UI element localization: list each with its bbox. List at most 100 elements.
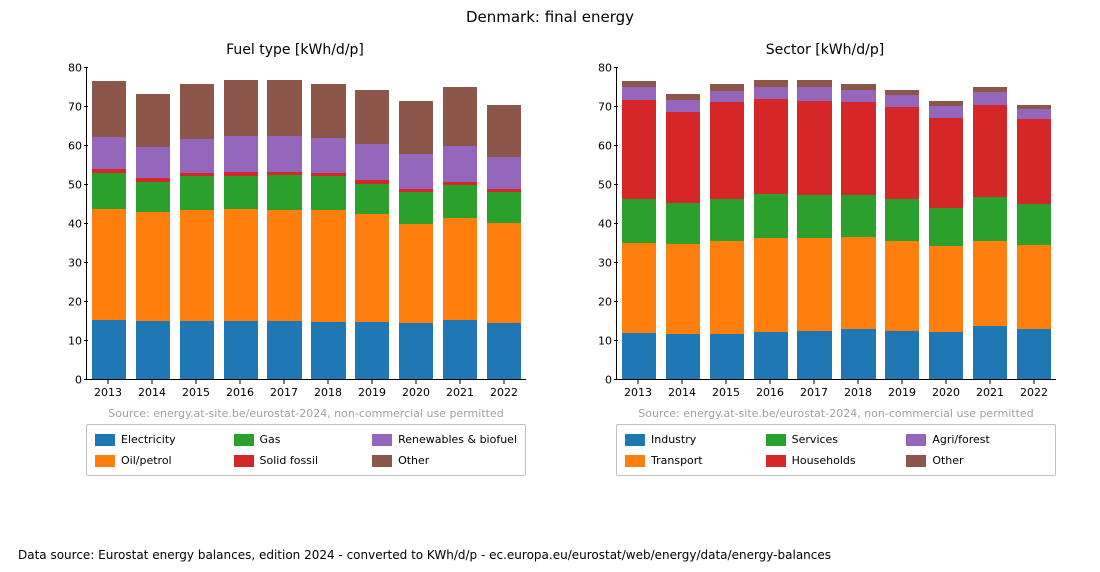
bar-column	[136, 68, 170, 379]
bar-segment	[267, 210, 301, 322]
x-tick-mark	[1034, 380, 1035, 384]
legend-swatch	[234, 434, 254, 446]
bar-segment	[622, 333, 656, 379]
y-tick-label: 80	[68, 62, 82, 75]
bar-segment	[754, 194, 788, 238]
bar-column	[929, 68, 963, 379]
x-tick-label: 2018	[844, 386, 872, 399]
bar-segment	[180, 84, 214, 138]
legend-item: Gas	[234, 433, 373, 446]
x-tick-label: 2022	[490, 386, 518, 399]
bar-segment	[885, 241, 919, 331]
bar-segment	[180, 210, 214, 321]
bar-segment	[754, 99, 788, 194]
bar-segment	[267, 172, 301, 175]
bar-segment	[885, 199, 919, 241]
bar-segment	[841, 90, 875, 102]
x-tick-mark	[726, 380, 727, 384]
legend-swatch	[234, 455, 254, 467]
legend-item: Renewables & biofuel	[372, 433, 517, 446]
x-tick-mark	[504, 380, 505, 384]
bar-column	[180, 68, 214, 379]
bar-segment	[885, 95, 919, 107]
bar-column	[622, 68, 656, 379]
bar-segment	[797, 101, 831, 195]
bar-segment	[622, 87, 656, 99]
x-tick-label: 2016	[226, 386, 254, 399]
x-tick-label: 2016	[756, 386, 784, 399]
x-tick-label: 2020	[402, 386, 430, 399]
y-tick-label: 10	[598, 335, 612, 348]
bar-segment	[666, 334, 700, 379]
legend-item: Other	[372, 454, 517, 467]
bar-segment	[622, 100, 656, 199]
x-tick-mark	[990, 380, 991, 384]
bar-segment	[841, 237, 875, 330]
panel-1: Sector [kWh/d/p]010203040506070802013201…	[590, 46, 1060, 476]
legend-label: Transport	[651, 454, 703, 467]
bar-segment	[1017, 204, 1051, 244]
bar-segment	[973, 105, 1007, 197]
bar-segment	[399, 101, 433, 153]
x-tick-mark	[196, 380, 197, 384]
bar-segment	[754, 80, 788, 86]
bar-segment	[710, 91, 744, 103]
bar-segment	[885, 107, 919, 199]
y-axis: 01020304050607080	[60, 68, 84, 380]
x-axis: 2013201420152016201720182019202020212022	[86, 382, 526, 400]
bars	[617, 68, 1056, 379]
bar-segment	[399, 189, 433, 193]
bar-segment	[710, 84, 744, 90]
bar-segment	[224, 136, 258, 172]
bar-segment	[973, 197, 1007, 241]
bar-segment	[311, 176, 345, 210]
x-tick-mark	[108, 380, 109, 384]
bar-segment	[797, 195, 831, 238]
bar-segment	[355, 180, 389, 184]
bar-segment	[92, 137, 126, 169]
bar-segment	[710, 199, 744, 241]
bar-segment	[622, 81, 656, 87]
x-tick-label: 2017	[800, 386, 828, 399]
bar-segment	[399, 154, 433, 189]
bar-segment	[267, 136, 301, 171]
bar-segment	[666, 94, 700, 100]
bar-segment	[311, 173, 345, 176]
bar-segment	[1017, 245, 1051, 330]
legend-swatch	[95, 455, 115, 467]
bar-column	[666, 68, 700, 379]
bar-column	[92, 68, 126, 379]
legend-item: Industry	[625, 433, 766, 446]
bar-segment	[841, 84, 875, 90]
bar-segment	[973, 241, 1007, 326]
bar-segment	[973, 92, 1007, 105]
bar-segment	[754, 238, 788, 332]
bar-column	[399, 68, 433, 379]
x-tick-mark	[858, 380, 859, 384]
bar-segment	[754, 332, 788, 379]
bar-segment	[487, 223, 521, 323]
bar-column	[355, 68, 389, 379]
bar-segment	[92, 169, 126, 173]
legend-label: Industry	[651, 433, 696, 446]
y-tick-label: 0	[605, 374, 612, 387]
legend-item: Oil/petrol	[95, 454, 234, 467]
bar-segment	[224, 209, 258, 321]
y-tick-label: 20	[598, 296, 612, 309]
bar-segment	[355, 322, 389, 379]
bar-segment	[929, 246, 963, 332]
bar-segment	[136, 147, 170, 178]
bar-column	[267, 68, 301, 379]
y-tick-label: 10	[68, 335, 82, 348]
bar-segment	[973, 87, 1007, 92]
y-tick-label: 60	[598, 140, 612, 153]
x-tick-mark	[946, 380, 947, 384]
panels-row: Fuel type [kWh/d/p]010203040506070802013…	[60, 46, 1060, 476]
y-tick-label: 70	[68, 101, 82, 114]
legend-label: Services	[792, 433, 838, 446]
bar-segment	[311, 84, 345, 138]
x-tick-label: 2017	[270, 386, 298, 399]
legend-swatch	[95, 434, 115, 446]
bar-segment	[136, 182, 170, 212]
x-tick-label: 2021	[976, 386, 1004, 399]
